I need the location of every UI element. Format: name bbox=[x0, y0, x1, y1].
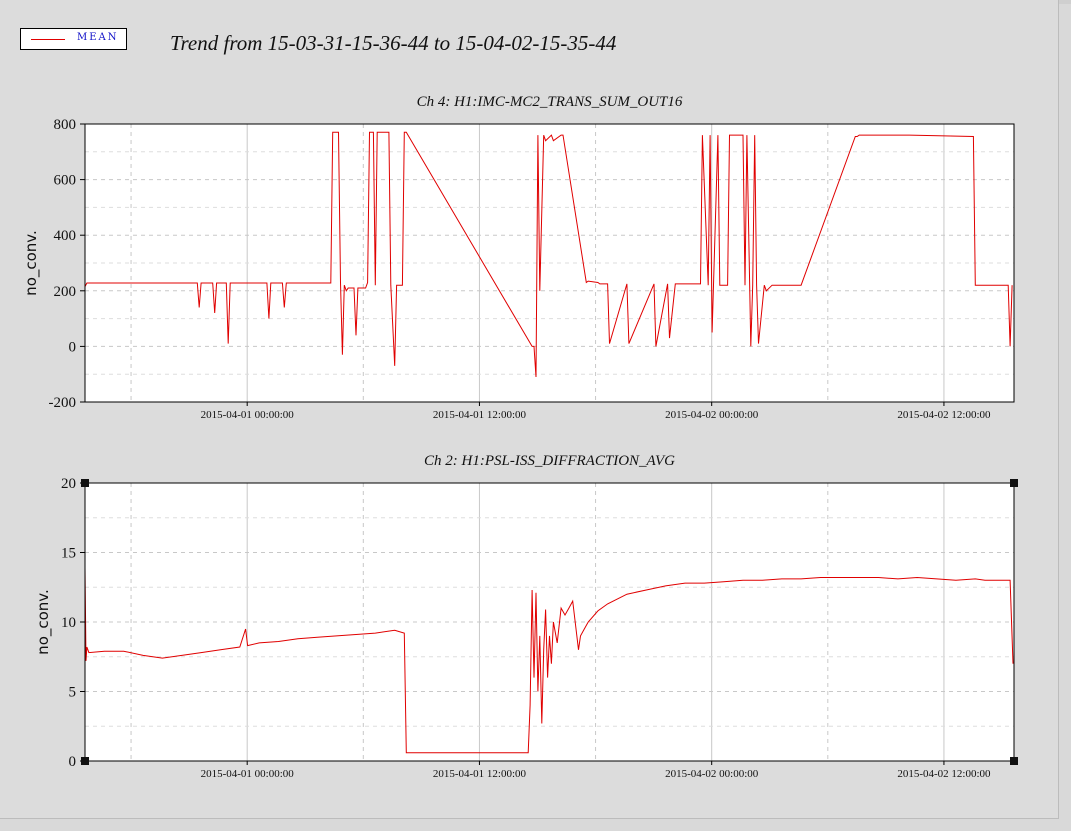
y-tick-label: 0 bbox=[69, 754, 77, 770]
x-tick-label: 2015-04-01 00:00:00 bbox=[201, 768, 295, 780]
y-tick-label: 200 bbox=[54, 284, 77, 300]
resize-handle[interactable] bbox=[81, 479, 89, 487]
y-tick-label: 5 bbox=[69, 685, 77, 701]
y-tick-label: 600 bbox=[54, 173, 77, 189]
x-tick-label: 2015-04-02 00:00:00 bbox=[665, 409, 759, 421]
y-axis-label: no_conv. bbox=[22, 230, 41, 296]
y-tick-label: 400 bbox=[54, 228, 77, 244]
y-tick-label: -200 bbox=[49, 395, 77, 411]
series-line-mean bbox=[84, 567, 1014, 754]
x-tick-label: 2015-04-01 12:00:00 bbox=[433, 409, 527, 421]
x-tick-label: 2015-04-01 00:00:00 bbox=[201, 409, 295, 421]
chart-title: Ch 2: H1:PSL-ISS_DIFFRACTION_AVG bbox=[424, 453, 675, 469]
y-tick-label: 20 bbox=[61, 476, 76, 492]
resize-handle[interactable] bbox=[1010, 479, 1018, 487]
x-tick-label: 2015-04-02 00:00:00 bbox=[665, 768, 759, 780]
page-title: Trend from 15-03-31-15-36-44 to 15-04-02… bbox=[170, 31, 617, 55]
legend-label: MEAN bbox=[77, 32, 119, 43]
y-tick-label: 0 bbox=[69, 339, 77, 355]
legend: MEAN bbox=[20, 28, 127, 50]
y-axis-label: no_conv. bbox=[34, 589, 53, 655]
resize-handle[interactable] bbox=[1010, 757, 1018, 765]
y-tick-label: 15 bbox=[61, 546, 76, 562]
chart-psl-iss: 0 5 10 15 20 2015-04-01 00:00:00 2015-04-01 12… bbox=[34, 453, 1018, 780]
chart-imc-mc2: -200 0 200 400 600 800 2015-04-01 00:00:00 2015… bbox=[22, 94, 1015, 421]
x-tick-label: 2015-04-02 12:00:00 bbox=[897, 409, 991, 421]
y-tick-label: 10 bbox=[61, 615, 76, 631]
resize-handle[interactable] bbox=[81, 757, 89, 765]
x-tick-label: 2015-04-01 12:00:00 bbox=[433, 768, 527, 780]
series-line-mean bbox=[84, 131, 1013, 378]
chart-title: Ch 4: H1:IMC-MC2_TRANS_SUM_OUT16 bbox=[417, 94, 683, 110]
x-tick-label: 2015-04-02 12:00:00 bbox=[897, 768, 991, 780]
y-tick-label: 800 bbox=[54, 117, 77, 133]
legend-swatch bbox=[31, 39, 65, 40]
plot-border bbox=[84, 123, 1015, 403]
